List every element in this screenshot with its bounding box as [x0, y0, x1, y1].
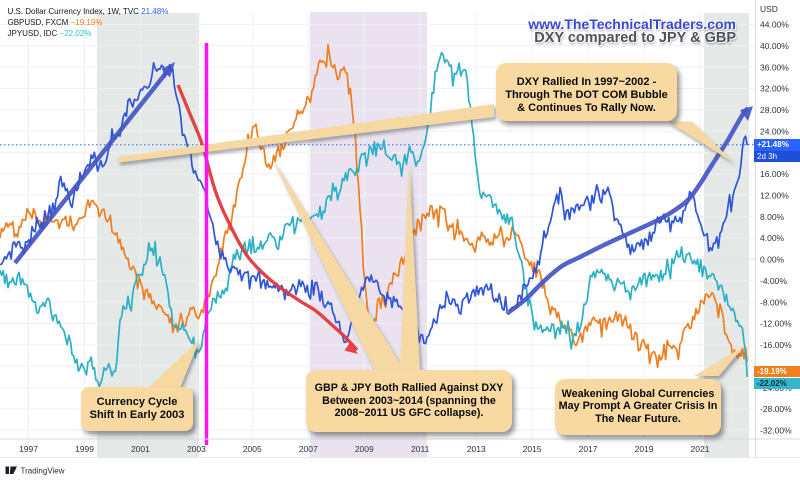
svg-text:1999: 1999	[75, 444, 94, 454]
svg-text:24.00%: 24.00%	[760, 126, 789, 136]
svg-text:-28.00%: -28.00%	[760, 404, 792, 414]
svg-text:TradingView: TradingView	[21, 467, 65, 476]
svg-text:12.00%: 12.00%	[760, 191, 789, 201]
svg-text:1997: 1997	[19, 444, 38, 454]
svg-text:40.00%: 40.00%	[760, 41, 789, 51]
svg-text:2001: 2001	[131, 444, 150, 454]
svg-text:8.00%: 8.00%	[760, 212, 785, 222]
svg-text:4.00%: 4.00%	[760, 233, 785, 243]
svg-text:28.00%: 28.00%	[760, 105, 789, 115]
svg-text:2013: 2013	[467, 444, 486, 454]
svg-text:-4.00%: -4.00%	[760, 276, 787, 286]
svg-text:2021: 2021	[691, 444, 710, 454]
svg-text:0.00%: 0.00%	[760, 255, 785, 265]
svg-text:2007: 2007	[299, 444, 318, 454]
svg-text:-12.00%: -12.00%	[760, 319, 792, 329]
svg-text:16.00%: 16.00%	[760, 169, 789, 179]
svg-text:2003: 2003	[187, 444, 206, 454]
svg-text:2017: 2017	[579, 444, 598, 454]
svg-text:44.00%: 44.00%	[760, 20, 789, 30]
svg-text:-32.00%: -32.00%	[760, 426, 792, 436]
svg-text:-16.00%: -16.00%	[760, 340, 792, 350]
svg-text:36.00%: 36.00%	[760, 62, 789, 72]
svg-text:USD: USD	[760, 4, 778, 14]
svg-text:2011: 2011	[411, 444, 430, 454]
svg-text:32.00%: 32.00%	[760, 84, 789, 94]
svg-text:2019: 2019	[635, 444, 654, 454]
svg-text:2009: 2009	[355, 444, 374, 454]
svg-text:2015: 2015	[523, 444, 542, 454]
svg-text:-8.00%: -8.00%	[760, 297, 787, 307]
svg-text:2005: 2005	[243, 444, 262, 454]
